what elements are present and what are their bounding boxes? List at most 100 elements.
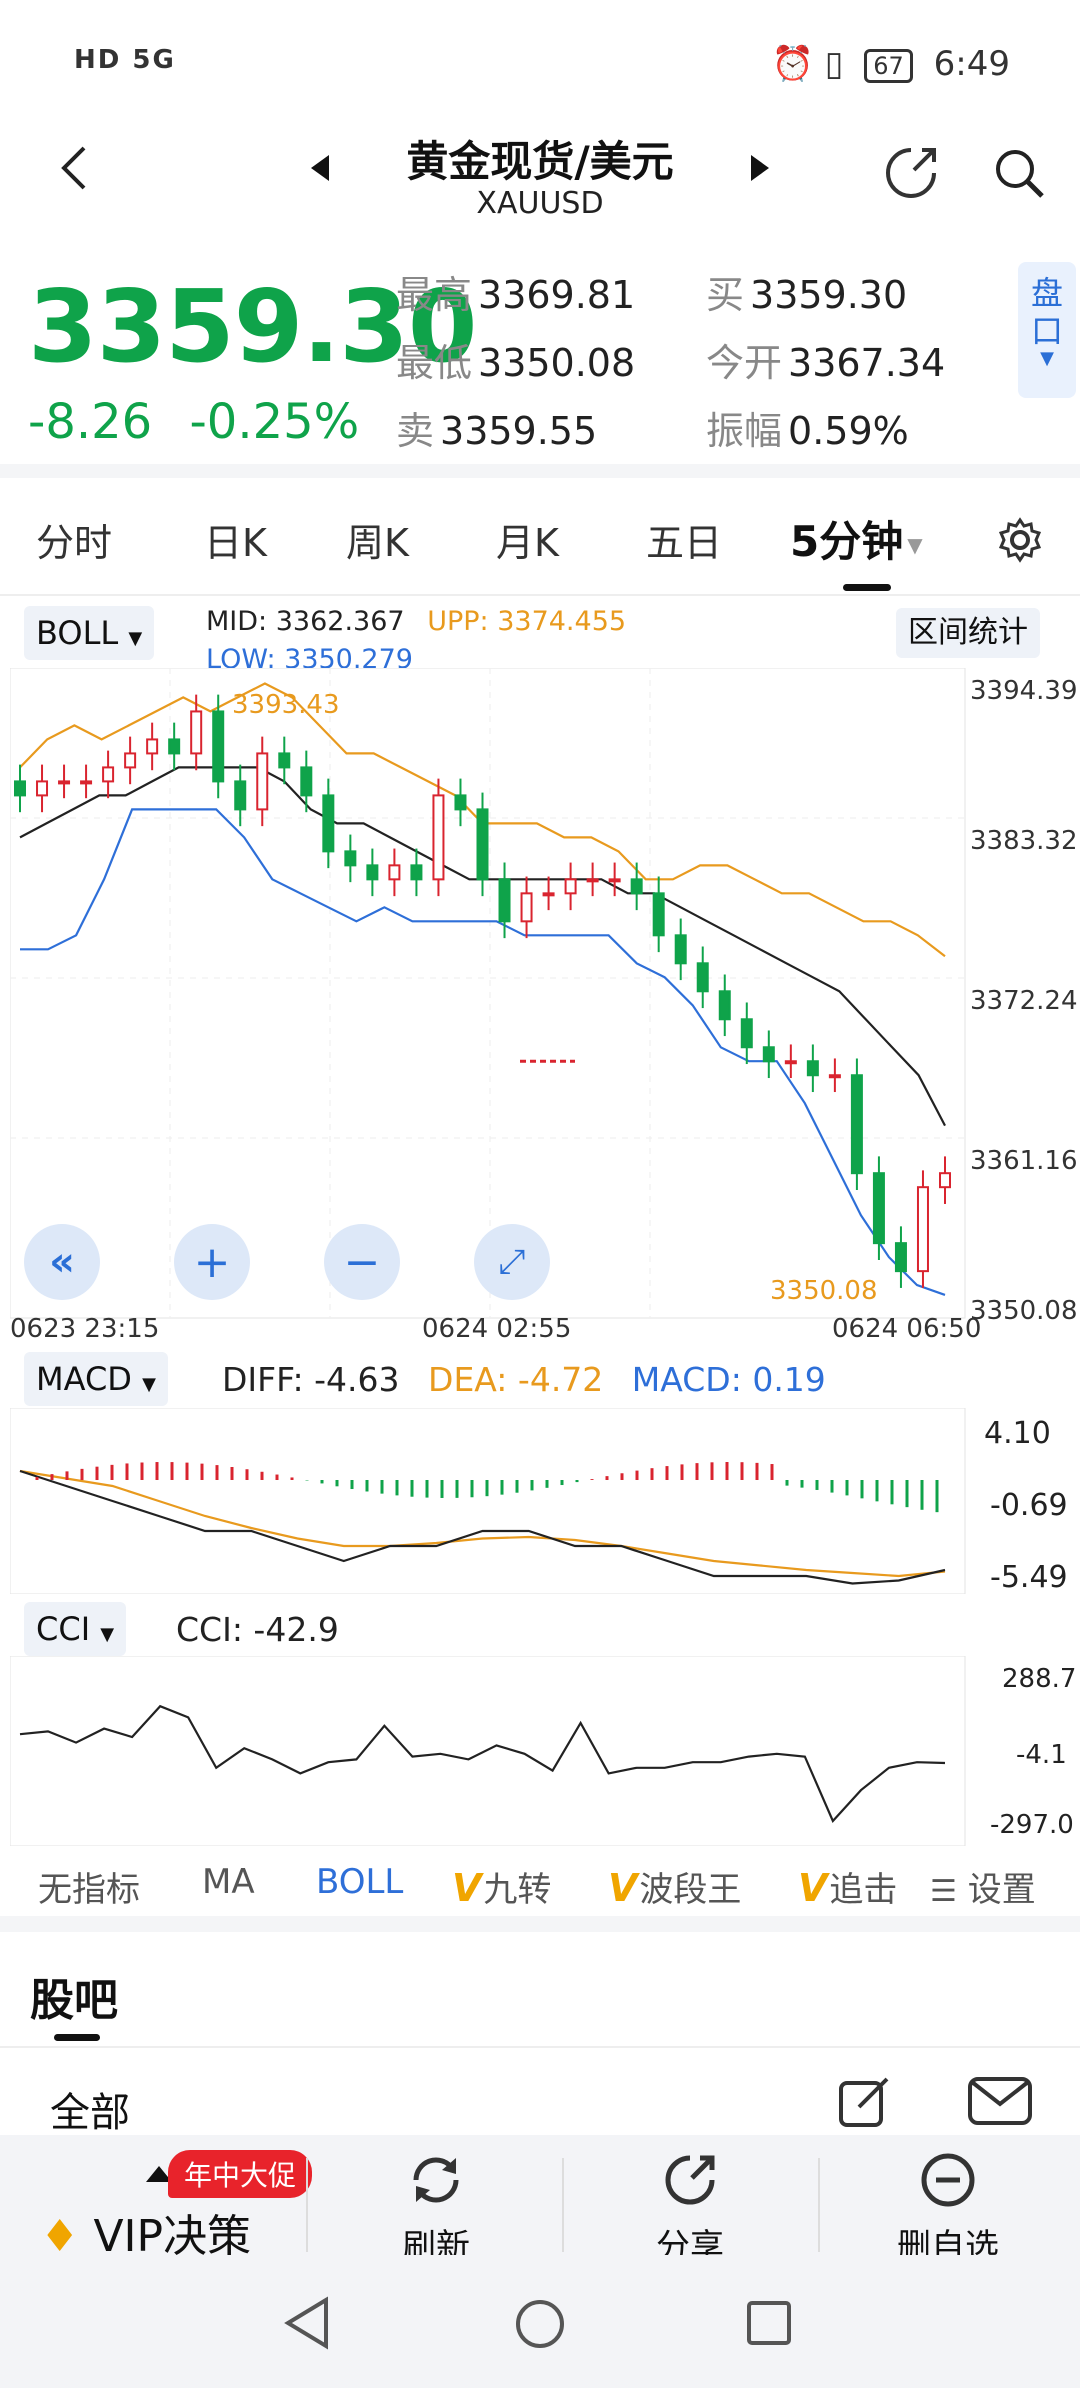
- chart-settings-button[interactable]: [992, 512, 1048, 568]
- candle-body: [542, 892, 555, 897]
- tab-monthly-k[interactable]: 月K: [496, 521, 559, 565]
- macd-value: MACD: 0.19: [631, 1360, 826, 1399]
- range-stats-button[interactable]: 区间统计: [896, 608, 1040, 658]
- boll-mid-label: MID:: [206, 606, 268, 637]
- order-book-toggle[interactable]: 盘口 ▼: [1018, 262, 1076, 398]
- boll-upp-value: 3374.455: [497, 606, 627, 637]
- back-button[interactable]: [44, 138, 104, 198]
- minus-circle-icon: [921, 2153, 975, 2207]
- indicator-tab-boduan[interactable]: V波段王: [608, 1862, 741, 1911]
- tab-intraday[interactable]: 分时: [36, 521, 113, 565]
- remove-watchlist-button[interactable]: 删自选: [878, 2150, 1018, 2268]
- vibrate-icon: ▯: [824, 44, 844, 84]
- high-marker: 3393.43: [232, 690, 340, 720]
- system-home-button[interactable]: [514, 2298, 566, 2354]
- share-button-top[interactable]: [878, 140, 944, 206]
- stat-high-value: 3369.81: [478, 273, 636, 317]
- y-tick: 3350.08: [970, 1296, 1078, 1326]
- indicator-settings-button[interactable]: ☰ 设置: [924, 1862, 1036, 1911]
- x-label: 0624 02:55: [422, 1314, 572, 1344]
- stat-amplitude: 振幅 0.59%: [706, 400, 909, 455]
- indicator-tab-zhuiji-label: 追击: [829, 1870, 898, 1910]
- candle-body: [806, 1060, 819, 1077]
- mail-icon: [968, 2077, 1032, 2125]
- cci-y-tick: -4.1: [1016, 1740, 1067, 1770]
- scroll-left-button[interactable]: «: [24, 1224, 100, 1300]
- share-button[interactable]: 分享: [630, 2150, 750, 2268]
- cci-chart[interactable]: [10, 1656, 1070, 1846]
- stat-sell-value: 3359.55: [440, 409, 598, 453]
- y-tick: 3372.24: [970, 986, 1078, 1016]
- candle-body: [432, 794, 445, 881]
- forum-filter-all[interactable]: 全部: [50, 2090, 130, 2136]
- tab-weekly-k[interactable]: 周K: [346, 521, 409, 565]
- indicator-tab-boll[interactable]: BOLL: [316, 1862, 404, 1902]
- chevron-down-icon: ▼: [907, 532, 923, 557]
- x-label: 0624 06:50: [832, 1314, 982, 1344]
- candle-body: [344, 850, 357, 867]
- macd-dea-line: [19, 1469, 946, 1578]
- macd-indicator-select[interactable]: MACD ▼: [24, 1352, 168, 1406]
- y-tick: 3361.16: [970, 1146, 1078, 1176]
- alarm-icon: ⏰: [771, 44, 814, 84]
- zoom-in-button[interactable]: +: [174, 1224, 250, 1300]
- y-tick: 3394.39: [970, 676, 1078, 706]
- refresh-button[interactable]: 刷新: [376, 2150, 496, 2268]
- vip-decision-button[interactable]: ♦ VIP决策: [40, 2200, 251, 2264]
- candle-body: [564, 878, 577, 895]
- candle-body: [520, 892, 533, 923]
- cci-line: [19, 1704, 946, 1823]
- prev-instrument-button[interactable]: [300, 148, 340, 188]
- system-recents-button[interactable]: [746, 2300, 792, 2350]
- indicator-tab-ma[interactable]: MA: [202, 1862, 255, 1902]
- fullscreen-button[interactable]: ⤢: [474, 1224, 550, 1300]
- indicator-tab-none[interactable]: 无指标: [38, 1870, 140, 1910]
- next-instrument-button[interactable]: [740, 148, 780, 188]
- minus-icon: −: [343, 1236, 381, 1288]
- tab-5min[interactable]: 5分钟 ▼: [790, 508, 923, 569]
- compose-post-button[interactable]: [834, 2070, 896, 2132]
- system-back-button[interactable]: [282, 2296, 332, 2354]
- stat-open: 今开 3367.34: [706, 332, 945, 387]
- tab-five-day[interactable]: 五日: [646, 521, 723, 565]
- indicator-tab-zhuiji[interactable]: V追击: [798, 1862, 928, 1911]
- search-button[interactable]: [986, 140, 1052, 206]
- cci-y-tick: -297.0: [990, 1810, 1074, 1840]
- forum-tab-indicator: [54, 2034, 100, 2041]
- divider: [0, 1916, 1080, 1932]
- macd-chart[interactable]: [10, 1408, 1070, 1594]
- back-arrow-icon: [61, 146, 86, 190]
- symbol-code: XAUUSD: [476, 186, 604, 221]
- price-change: -8.26 -0.25%: [28, 394, 359, 450]
- status-bar: HD 5G ⏰ ▯ 67 6:49: [0, 0, 1080, 120]
- cci-indicator-select[interactable]: CCI ▼: [24, 1602, 127, 1656]
- boll-indicator-select[interactable]: BOLL ▼: [24, 606, 155, 660]
- system-nav-bar: [0, 2255, 1080, 2388]
- forum-title[interactable]: 股吧: [30, 1975, 118, 2026]
- messages-button[interactable]: [964, 2070, 1036, 2132]
- macd-y-tick: 4.10: [984, 1416, 1051, 1451]
- candle-body: [630, 878, 643, 895]
- stat-high-label: 最高: [396, 273, 473, 317]
- y-tick: 3383.32: [970, 826, 1078, 856]
- boll-lower-line: [20, 808, 946, 1296]
- candle-body: [894, 1242, 907, 1273]
- cci-indicator-label: CCI: [36, 1610, 91, 1648]
- clock: 6:49: [933, 44, 1010, 84]
- zoom-out-button[interactable]: −: [324, 1224, 400, 1300]
- macd-frame: [10, 1408, 966, 1594]
- tab-daily-k[interactable]: 日K: [204, 521, 267, 565]
- status-right: ⏰ ▯ 67 6:49: [772, 44, 1010, 84]
- candle-body: [828, 1074, 841, 1079]
- candle-body: [718, 990, 731, 1021]
- nav-divider: [818, 2158, 820, 2252]
- main-chart[interactable]: [10, 668, 1070, 1348]
- vip-v-icon: V: [452, 1866, 482, 1910]
- candle-body: [190, 710, 203, 755]
- stat-amp-value: 0.59%: [788, 409, 909, 453]
- divider: [0, 464, 1080, 478]
- macd-y-tick: -0.69: [990, 1488, 1068, 1523]
- candle-body: [124, 752, 137, 769]
- chevron-down-icon: ▼: [128, 628, 143, 649]
- indicator-tab-jiuzhuan[interactable]: V九转: [452, 1862, 551, 1911]
